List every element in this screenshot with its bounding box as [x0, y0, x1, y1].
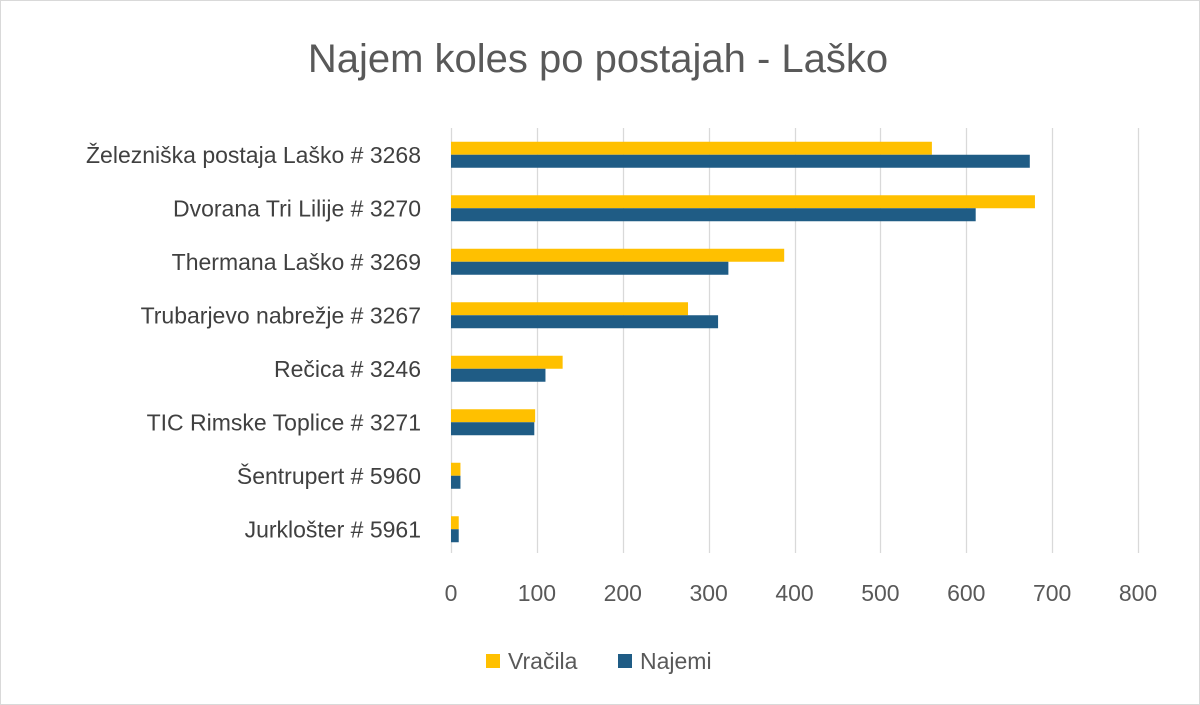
- category-label: Rečica # 3246: [274, 356, 421, 382]
- bar-najemi: [451, 529, 459, 543]
- bar-vra-ila: [451, 302, 689, 316]
- bar-najemi: [451, 368, 546, 382]
- bar-najemi: [451, 154, 1030, 168]
- chart-title: Najem koles po postajah - Laško: [308, 37, 888, 81]
- legend-swatch: [486, 654, 500, 668]
- bar-najemi: [451, 475, 461, 489]
- bar-najemi: [451, 315, 719, 329]
- x-tick-label: 0: [445, 580, 458, 606]
- bar-najemi: [451, 422, 535, 436]
- bar-vra-ila: [451, 355, 563, 369]
- legend-label: Najemi: [640, 648, 712, 674]
- legend-swatch: [618, 654, 632, 668]
- x-tick-label: 100: [518, 580, 556, 606]
- x-tick-label: 200: [604, 580, 642, 606]
- bar-vra-ila: [451, 141, 932, 155]
- x-tick-label: 800: [1119, 580, 1157, 606]
- category-label: Trubarjevo nabrežje # 3267: [141, 302, 421, 328]
- bar-vra-ila: [451, 516, 459, 530]
- bar-najemi: [451, 208, 976, 222]
- legend[interactable]: Vračila Najemi: [486, 648, 712, 674]
- x-tick-label: 700: [1033, 580, 1071, 606]
- category-label: Šentrupert # 5960: [237, 462, 421, 489]
- bar-vra-ila: [451, 195, 1035, 209]
- bars: [451, 141, 1035, 543]
- category-label: Jurklošter # 5961: [245, 516, 421, 542]
- x-tick-label: 400: [775, 580, 813, 606]
- bar-najemi: [451, 261, 729, 275]
- category-label: Železniška postaja Laško # 3268: [86, 142, 421, 168]
- category-label: Thermana Laško # 3269: [172, 249, 421, 275]
- x-tick-label: 300: [689, 580, 727, 606]
- x-tick-labels: 0 100 200 300 400 500 600 700 800: [445, 580, 1158, 606]
- legend-label: Vračila: [508, 648, 578, 674]
- bar-vra-ila: [451, 248, 785, 262]
- category-labels: Železniška postaja Laško # 3268 Dvorana T…: [86, 142, 421, 543]
- bar-vra-ila: [451, 409, 536, 423]
- x-tick-label: 600: [947, 580, 985, 606]
- bar-vra-ila: [451, 462, 461, 476]
- category-label: TIC Rimske Toplice # 3271: [147, 409, 421, 435]
- category-label: Dvorana Tri Lilije # 3270: [173, 195, 421, 221]
- x-tick-label: 500: [861, 580, 899, 606]
